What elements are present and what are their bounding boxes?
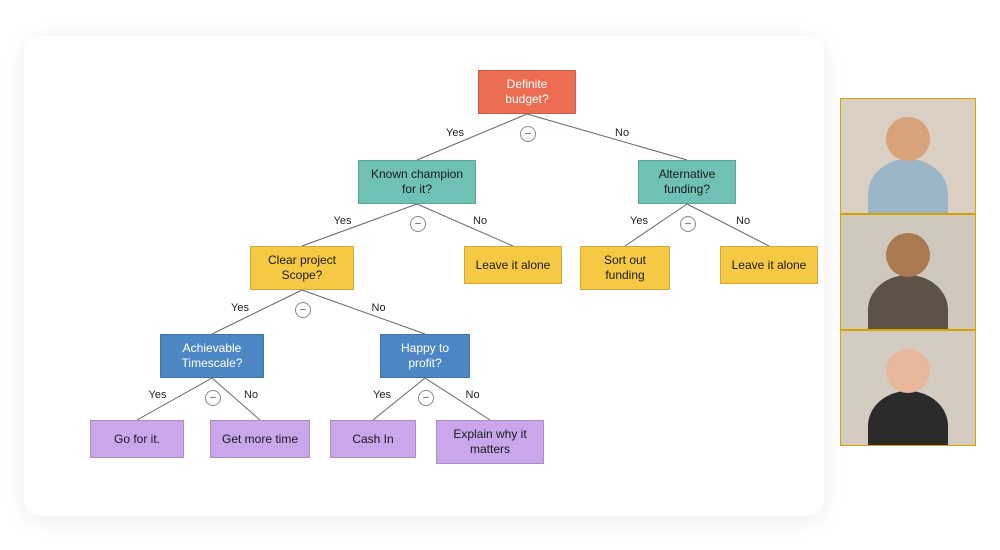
participant-thumb-p2[interactable] — [840, 214, 976, 330]
avatar-head-icon — [886, 233, 930, 277]
edge-label-htp-ewm: No — [466, 389, 480, 401]
node-ewm[interactable]: Explain why it matters — [436, 420, 544, 464]
collapse-icon[interactable]: − — [520, 126, 536, 142]
edge-htp-ewm — [425, 378, 490, 420]
edge-label-af-sof: Yes — [630, 215, 648, 227]
edge-label-root-kc: Yes — [446, 127, 464, 139]
edge-cps-htp — [302, 290, 425, 334]
edge-root-kc — [417, 114, 527, 160]
edge-root-af — [527, 114, 687, 160]
diagram-card: Definite budget? Known champion for it? Al… — [24, 36, 824, 516]
edge-label-ats-gmt: No — [244, 389, 258, 401]
participant-thumb-p3[interactable] — [840, 330, 976, 446]
edge-af-lia2 — [687, 204, 769, 246]
edge-kc-cps — [302, 204, 417, 246]
node-cps[interactable]: Clear project Scope? — [250, 246, 354, 290]
collapse-icon[interactable]: − — [410, 216, 426, 232]
edge-label-kc-lia1: No — [473, 215, 487, 227]
decision-tree-diagram: Definite budget? Known champion for it? Al… — [24, 36, 824, 516]
node-kc[interactable]: Known champion for it? — [358, 160, 476, 204]
node-ats[interactable]: Achievable Timescale? — [160, 334, 264, 378]
collapse-icon[interactable]: − — [680, 216, 696, 232]
node-ci[interactable]: Cash In — [330, 420, 416, 458]
avatar-body-icon — [868, 275, 948, 330]
node-htp[interactable]: Happy to profit? — [380, 334, 470, 378]
avatar-body-icon — [868, 391, 948, 446]
participant-thumb-p1[interactable] — [840, 98, 976, 214]
collapse-icon[interactable]: − — [295, 302, 311, 318]
edge-kc-lia1 — [417, 204, 513, 246]
edge-label-htp-ci: Yes — [373, 389, 391, 401]
node-root[interactable]: Definite budget? — [478, 70, 576, 114]
node-af[interactable]: Alternative funding? — [638, 160, 736, 204]
collapse-icon[interactable]: − — [205, 390, 221, 406]
node-gfi[interactable]: Go for it. — [90, 420, 184, 458]
node-lia2[interactable]: Leave it alone — [720, 246, 818, 284]
node-gmt[interactable]: Get more time — [210, 420, 310, 458]
edge-label-ats-gfi: Yes — [149, 389, 167, 401]
node-sof[interactable]: Sort out funding — [580, 246, 670, 290]
edge-label-cps-htp: No — [372, 302, 386, 314]
avatar-body-icon — [868, 159, 948, 214]
edge-label-root-af: No — [615, 127, 629, 139]
edge-label-af-lia2: No — [736, 215, 750, 227]
edge-label-kc-cps: Yes — [334, 215, 352, 227]
edge-label-cps-ats: Yes — [231, 302, 249, 314]
collapse-icon[interactable]: − — [418, 390, 434, 406]
edge-cps-ats — [212, 290, 302, 334]
avatar-head-icon — [886, 117, 930, 161]
stage: Definite budget? Known champion for it? Al… — [0, 0, 1000, 550]
node-lia1[interactable]: Leave it alone — [464, 246, 562, 284]
avatar-head-icon — [886, 349, 930, 393]
participant-thumbnails — [840, 98, 976, 446]
